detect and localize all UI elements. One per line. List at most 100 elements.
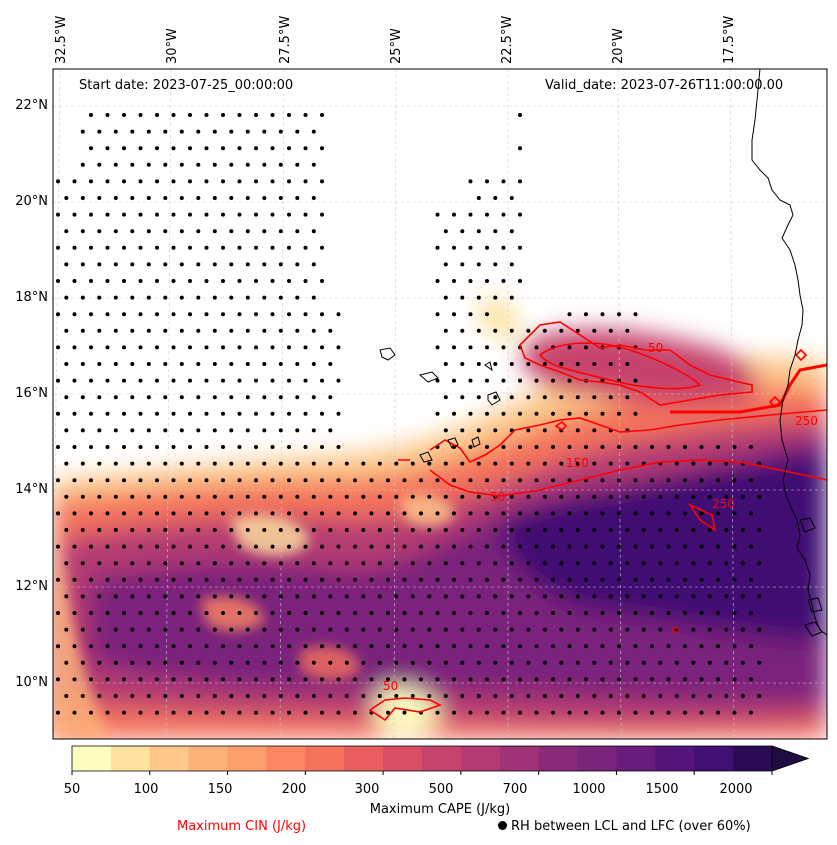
rh-dot	[699, 478, 704, 483]
rh-dot	[542, 328, 547, 333]
rh-dot	[419, 611, 423, 615]
rh-dot	[749, 478, 753, 483]
rh-dot	[443, 627, 448, 632]
rh-dot	[287, 544, 291, 549]
rh-dot	[163, 196, 168, 200]
rh-dot	[254, 710, 258, 715]
rh-dot	[320, 245, 324, 250]
rh-dot	[105, 312, 110, 317]
rh-dot	[254, 411, 258, 416]
rh-dot	[212, 528, 217, 532]
rh-dot	[311, 129, 316, 134]
rh-dot	[526, 594, 531, 599]
rh-dot	[452, 577, 456, 582]
rh-dot	[353, 710, 357, 715]
rh-dot	[221, 179, 225, 184]
rh-dot	[757, 694, 762, 698]
rh-dot	[732, 677, 737, 682]
rh-dot	[295, 561, 300, 566]
rh-dot	[369, 511, 374, 516]
rh-dot	[716, 577, 720, 582]
rh-dot	[89, 146, 93, 151]
rh-dot	[427, 627, 432, 632]
rh-dot	[336, 710, 341, 715]
cin-contour-labels: 50 50 250 150 250 50	[383, 341, 818, 693]
rh-dot	[295, 494, 300, 499]
rh-dot	[221, 146, 225, 151]
start-date: Start date: 2023-07-25_00:00:00	[79, 78, 294, 93]
rh-dot	[204, 511, 209, 516]
rh-dot	[394, 594, 399, 599]
rh-dot	[600, 611, 605, 615]
rh-dot	[361, 627, 366, 632]
rh-dot	[295, 660, 300, 665]
rh-dot	[328, 594, 333, 599]
rh-dot	[89, 611, 93, 615]
rh-dot	[353, 511, 357, 516]
rh-dot	[171, 279, 176, 283]
rh-dot	[485, 411, 489, 416]
rh-dot	[295, 362, 300, 366]
rh-dot	[666, 577, 671, 582]
rh-dot	[64, 627, 69, 632]
rh-dot	[749, 577, 753, 582]
rh-dot	[196, 229, 201, 234]
rh-dot	[303, 113, 308, 117]
rh-dot	[641, 594, 646, 599]
rh-dot	[641, 561, 646, 566]
rh-dot	[245, 229, 250, 234]
rh-dot	[229, 229, 234, 234]
rh-dot	[146, 660, 151, 665]
rh-dot	[460, 362, 465, 366]
rh-dot	[72, 710, 77, 715]
rh-dot	[146, 129, 151, 134]
rh-dot	[320, 478, 324, 483]
rh-dot	[262, 594, 267, 599]
rh-dot	[122, 710, 126, 715]
colorbar-tick: 150	[207, 782, 233, 797]
rh-dot	[320, 312, 324, 317]
rh-dot	[542, 428, 547, 433]
rh-dot	[336, 445, 341, 449]
rh-dot	[122, 378, 126, 383]
rh-dot	[56, 212, 60, 217]
rh-dot	[410, 494, 415, 499]
rh-dot	[245, 362, 250, 366]
rh-dot	[179, 428, 184, 433]
rh-dot	[740, 494, 745, 499]
rh-dot	[592, 627, 597, 632]
lon-label: 27.5°W	[278, 15, 293, 64]
rh-dot	[130, 494, 135, 499]
lat-label: 20°N	[15, 194, 48, 209]
rh-dot	[287, 710, 291, 715]
colorbar-tick: 500	[428, 782, 454, 797]
rh-dot	[295, 129, 300, 134]
colorbar-segment	[266, 746, 306, 771]
rh-dot	[452, 511, 456, 516]
rh-dot	[386, 644, 390, 649]
rh-dot	[196, 694, 201, 698]
rh-dot	[163, 561, 168, 566]
rh-dot	[287, 644, 291, 649]
rh-dot	[501, 644, 506, 649]
rh-dot	[138, 511, 143, 516]
rh-dot	[567, 445, 572, 449]
rh-dot	[617, 644, 621, 649]
rh-dot	[212, 660, 217, 665]
rh-dot	[254, 179, 258, 184]
rh-dot	[476, 362, 481, 366]
rh-dot	[460, 528, 465, 532]
rh-dot	[320, 146, 324, 151]
rh-dot	[113, 594, 118, 599]
rh-dot	[89, 511, 93, 516]
rh-dot	[658, 494, 663, 499]
rh-dot	[493, 362, 498, 366]
rh-dot	[113, 395, 118, 400]
rh-dot	[617, 312, 621, 317]
rh-dot	[171, 245, 176, 250]
rh-dot	[122, 577, 126, 582]
rh-dot	[311, 461, 316, 466]
rh-dot	[575, 362, 580, 366]
rh-dot	[410, 694, 415, 698]
rh-dot	[163, 229, 168, 234]
